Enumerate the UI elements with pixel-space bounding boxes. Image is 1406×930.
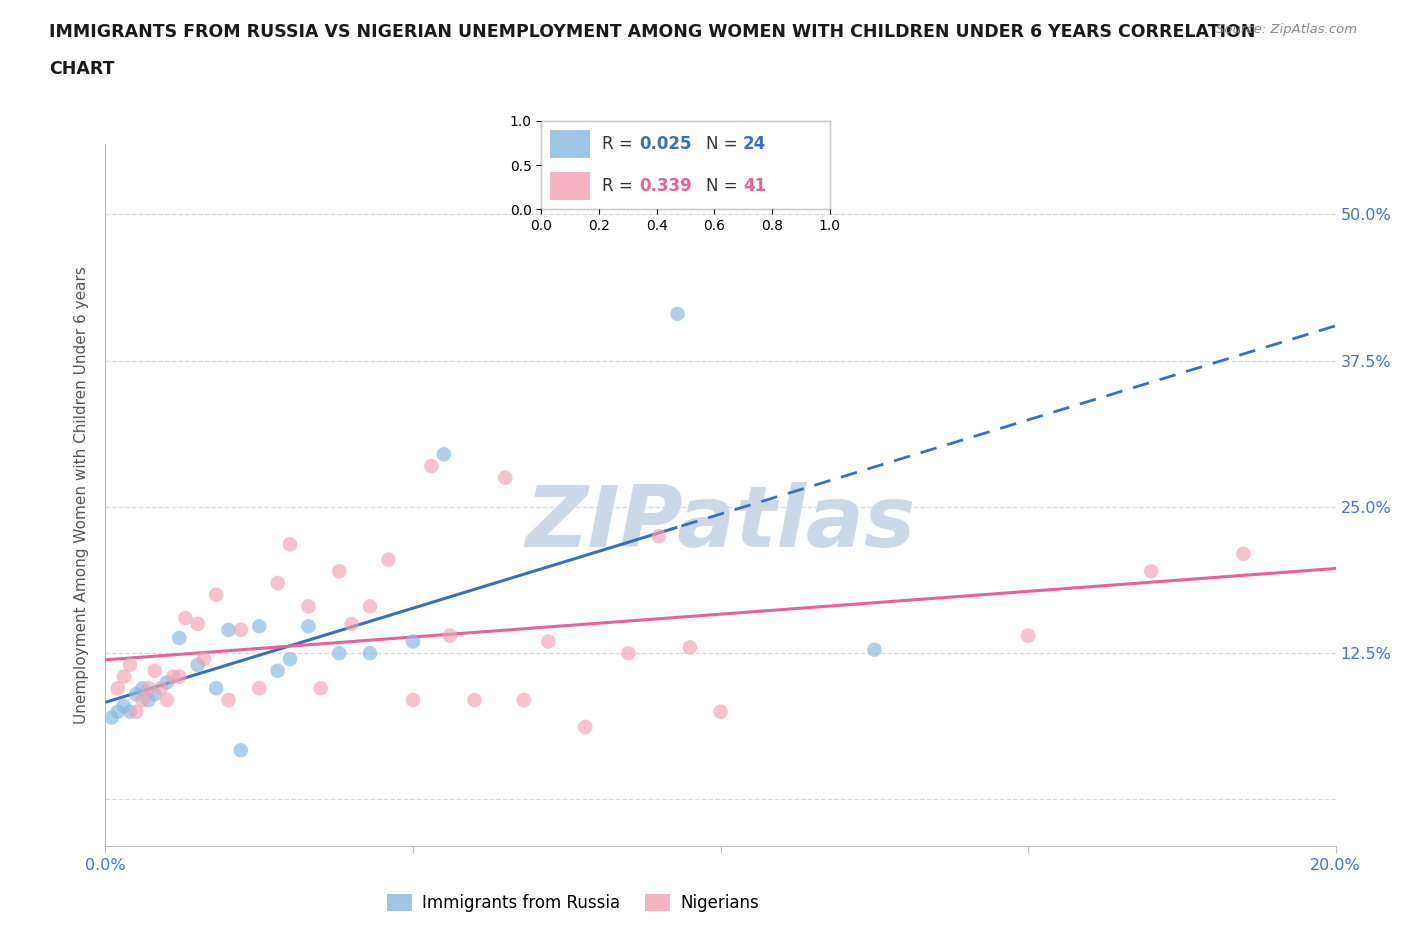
Point (710, 704, 733, 719)
Legend: Immigrants from Russia, Nigerians: Immigrants from Russia, Nigerians (381, 887, 765, 919)
Y-axis label: Unemployment Among Women with Children Under 6 years: Unemployment Among Women with Children U… (75, 266, 90, 724)
Point (267, 663, 290, 678)
Point (359, 599, 381, 614)
Point (205, 587, 228, 602)
Point (112, 670, 135, 684)
Point (402, 634, 425, 649)
Point (1140, 564, 1163, 578)
Point (1232, 546, 1254, 561)
Text: Source: ZipAtlas.com: Source: ZipAtlas.com (1216, 23, 1357, 36)
Point (218, 622, 240, 637)
Point (666, 306, 689, 321)
Point (187, 617, 209, 631)
Point (131, 681, 153, 696)
Point (156, 675, 179, 690)
Point (138, 681, 160, 696)
Point (205, 681, 228, 696)
Point (359, 645, 381, 660)
Point (120, 704, 141, 719)
Point (107, 681, 129, 696)
Point (143, 663, 166, 678)
Text: IMMIGRANTS FROM RUSSIA VS NIGERIAN UNEMPLOYMENT AMONG WOMEN WITH CHILDREN UNDER : IMMIGRANTS FROM RUSSIA VS NIGERIAN UNEMP… (49, 23, 1256, 41)
Point (138, 693, 160, 708)
Point (328, 645, 350, 660)
Point (229, 743, 252, 758)
Point (340, 617, 363, 631)
Point (537, 634, 560, 649)
Point (377, 552, 399, 567)
Point (402, 693, 425, 708)
Point (143, 686, 166, 701)
Point (112, 698, 135, 713)
Point (420, 458, 443, 473)
Text: N =: N = (706, 178, 742, 195)
Point (193, 652, 215, 667)
Point (125, 686, 148, 701)
FancyBboxPatch shape (550, 130, 591, 158)
Point (464, 693, 486, 708)
Point (125, 704, 148, 719)
Point (247, 618, 270, 633)
Point (433, 446, 456, 461)
Text: R =: R = (602, 135, 638, 153)
Point (107, 704, 129, 719)
Text: N =: N = (706, 135, 742, 153)
Point (328, 564, 350, 578)
Point (169, 670, 191, 684)
Point (247, 681, 270, 696)
Point (648, 529, 671, 544)
Point (513, 693, 536, 708)
Text: 0.025: 0.025 (640, 135, 692, 153)
Point (229, 622, 252, 637)
Point (439, 629, 461, 644)
Point (278, 652, 301, 667)
Point (679, 640, 702, 655)
Point (297, 599, 319, 614)
Point (162, 670, 184, 684)
Point (574, 720, 596, 735)
Point (1017, 629, 1039, 644)
Text: ZIPatlas: ZIPatlas (526, 482, 915, 565)
Point (309, 681, 332, 696)
Point (120, 658, 141, 672)
Text: 0.339: 0.339 (640, 178, 692, 195)
Point (131, 693, 153, 708)
Point (174, 611, 197, 626)
Point (169, 631, 191, 645)
Point (100, 711, 122, 725)
Point (218, 693, 240, 708)
Point (617, 645, 640, 660)
Point (297, 618, 319, 633)
FancyBboxPatch shape (550, 172, 591, 201)
Text: 41: 41 (742, 178, 766, 195)
Text: 24: 24 (742, 135, 766, 153)
Point (149, 681, 172, 696)
Point (278, 537, 301, 551)
Point (494, 471, 516, 485)
Point (187, 658, 209, 672)
Point (267, 576, 290, 591)
Text: R =: R = (602, 178, 638, 195)
Text: CHART: CHART (49, 60, 115, 78)
Point (863, 643, 886, 658)
Point (156, 693, 179, 708)
